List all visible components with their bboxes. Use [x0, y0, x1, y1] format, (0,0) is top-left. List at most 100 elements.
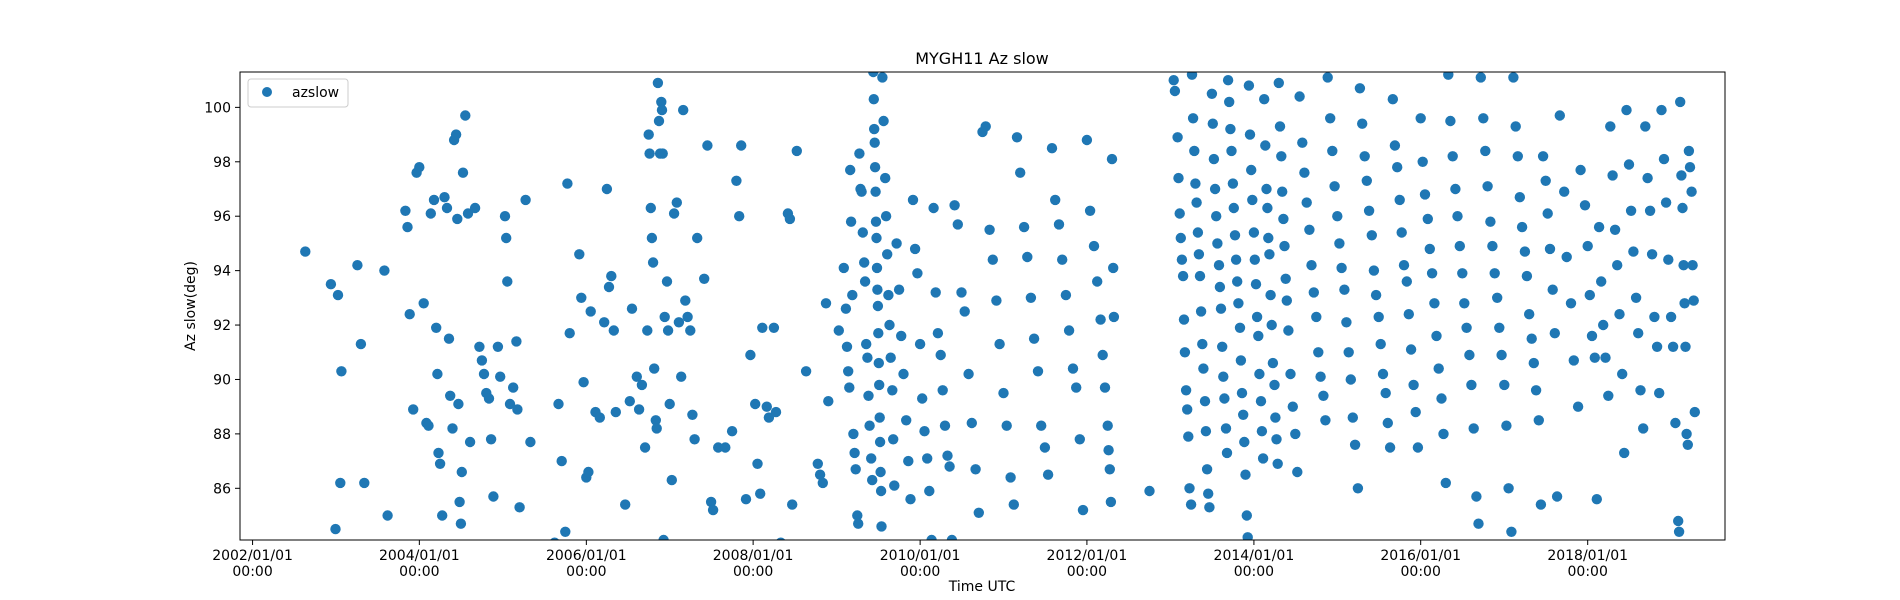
data-point — [863, 390, 874, 401]
data-point — [652, 77, 664, 89]
data-point — [909, 243, 921, 255]
data-point — [1628, 246, 1639, 257]
data-point — [843, 366, 854, 377]
data-point — [1263, 232, 1274, 244]
data-point — [878, 115, 889, 127]
x-tick-label: 2016/01/01 00:00 — [1380, 548, 1461, 580]
data-point — [875, 466, 886, 478]
data-point — [1533, 415, 1545, 426]
data-point — [1457, 268, 1468, 279]
data-point — [1660, 197, 1672, 208]
data-point — [1412, 442, 1424, 453]
data-point — [1105, 496, 1117, 508]
data-point — [1506, 526, 1517, 537]
data-point — [1227, 178, 1239, 189]
data-point — [740, 494, 752, 505]
data-point — [1363, 205, 1375, 216]
data-point — [1306, 260, 1317, 271]
data-point — [726, 426, 738, 437]
data-point — [1596, 276, 1607, 287]
data-point — [917, 393, 928, 404]
data-point — [1549, 328, 1561, 339]
data-point — [1071, 382, 1082, 393]
data-point — [1593, 221, 1605, 233]
data-point — [624, 396, 635, 407]
data-point — [639, 442, 651, 453]
data-point — [1267, 357, 1279, 369]
data-point — [1204, 502, 1215, 513]
data-point — [1440, 477, 1452, 489]
data-point — [1108, 311, 1120, 323]
data-point — [1243, 80, 1255, 91]
y-tick-label: 86 — [213, 481, 231, 497]
data-point — [1001, 420, 1012, 431]
data-point — [1221, 447, 1233, 459]
data-point — [1099, 382, 1111, 393]
data-point — [1189, 145, 1200, 157]
y-axis-ticks: 86 88 90 92 94 96 98 100 — [204, 100, 240, 497]
data-point — [1193, 249, 1205, 260]
data-point — [1433, 363, 1444, 374]
data-point — [583, 466, 594, 478]
data-point — [1269, 379, 1280, 391]
data-point — [610, 406, 621, 418]
x-tick-label: 2006/01/01 00:00 — [546, 548, 627, 580]
data-point — [646, 232, 658, 244]
data-point — [963, 368, 974, 380]
data-point — [1478, 113, 1489, 124]
data-point — [687, 409, 698, 420]
data-point — [707, 504, 719, 516]
data-point — [499, 211, 511, 222]
data-point — [1339, 284, 1350, 295]
data-point — [404, 309, 415, 320]
data-point — [359, 477, 370, 489]
plot-frame — [239, 71, 1726, 541]
data-point — [550, 537, 560, 540]
data-point — [883, 289, 894, 301]
data-point — [1074, 434, 1086, 445]
data-point — [1387, 94, 1399, 105]
data-point — [864, 420, 875, 431]
data-point — [1279, 240, 1290, 252]
data-point — [935, 349, 946, 361]
data-point — [425, 208, 436, 219]
data-point — [1262, 202, 1273, 214]
data-point — [1235, 355, 1247, 366]
data-point — [1276, 151, 1287, 162]
data-point — [439, 192, 450, 203]
data-point — [1222, 75, 1234, 86]
data-point — [355, 338, 367, 350]
data-point — [423, 420, 434, 431]
data-point — [666, 474, 677, 486]
data-point — [1195, 306, 1207, 317]
data-point — [755, 488, 766, 499]
data-point — [1214, 281, 1226, 293]
data-point — [474, 341, 485, 352]
data-point — [949, 200, 960, 211]
x-axis-title: Time UTC — [948, 579, 1016, 595]
data-point — [1508, 72, 1519, 83]
data-point — [1271, 434, 1282, 445]
data-point — [1315, 371, 1326, 382]
data-point — [847, 289, 858, 301]
data-point — [502, 276, 513, 287]
data-point — [868, 94, 879, 105]
data-point — [1281, 295, 1293, 306]
data-point — [651, 423, 662, 434]
data-point — [869, 123, 880, 135]
data-point — [1644, 205, 1656, 216]
data-point — [1280, 273, 1291, 284]
data-point — [1575, 164, 1586, 176]
data-point — [1259, 94, 1270, 105]
data-point — [1677, 202, 1688, 214]
data-point — [1173, 172, 1184, 184]
data-point — [454, 496, 465, 508]
data-point — [1521, 270, 1533, 282]
data-point — [508, 382, 519, 393]
data-point — [1318, 390, 1329, 401]
data-point — [791, 145, 802, 157]
data-point — [1199, 396, 1211, 407]
data-point — [1104, 464, 1116, 475]
data-point — [1394, 194, 1405, 206]
data-point — [1682, 439, 1694, 450]
